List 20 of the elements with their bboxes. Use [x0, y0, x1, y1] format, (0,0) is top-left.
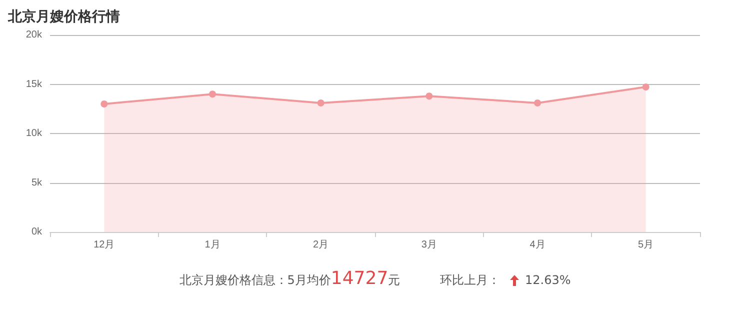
point — [534, 99, 541, 106]
text: 北京月嫂价格信息：5月均价14727元 — [179, 268, 400, 289]
y-tick-label: 20k — [26, 30, 43, 40]
x-tick-label: 4月 — [530, 240, 546, 250]
chart-title: 北京月嫂价格行情 — [8, 8, 120, 26]
y-tick-label: 0k — [31, 226, 43, 238]
point — [100, 100, 108, 108]
point — [317, 99, 324, 106]
x-tick-label: 3月 — [421, 240, 437, 250]
x-tick-label: 1月 — [204, 240, 220, 250]
y-tick-label: 10k — [26, 128, 43, 139]
y-tick-label: 15k — [26, 78, 43, 90]
x-tick-label: 5月 — [638, 240, 654, 250]
x-tick-label: 2月 — [313, 240, 329, 250]
x-tick-label: 12月 — [94, 240, 115, 250]
y-tick-label: 5k — [31, 177, 43, 188]
point — [642, 83, 650, 90]
text: 环比上月： 12.63% — [440, 273, 571, 287]
point — [209, 90, 216, 98]
point — [426, 92, 433, 100]
